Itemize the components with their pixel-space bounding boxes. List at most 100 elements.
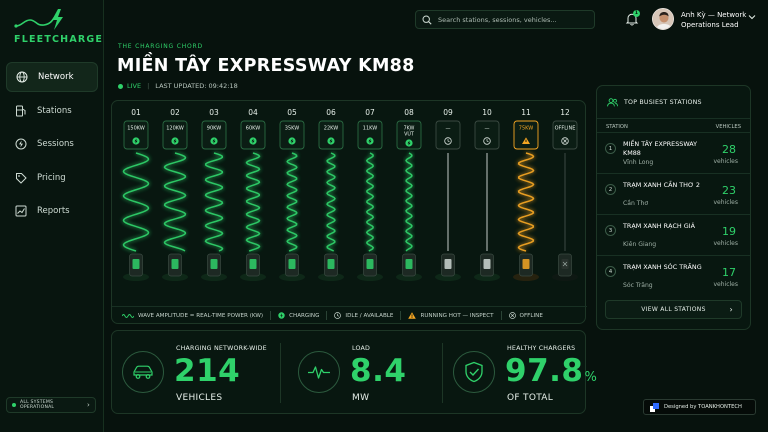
legend-wave-label: WAVE AMPLITUDE = REAL-TIME POWER (KW): [138, 312, 264, 319]
bell-icon[interactable]: [625, 12, 639, 26]
stat-vehicles: CHARGING NETWORK-WIDE 214 VEHICLES: [112, 331, 272, 415]
nav-item-label: Stations: [37, 105, 72, 116]
legend-wave: WAVE AMPLITUDE = REAL-TIME POWER (KW): [122, 313, 263, 319]
charging-bay-11[interactable]: 11 75KW: [513, 108, 539, 281]
busiest-header: TOP BUSIEST STATIONS: [607, 98, 702, 107]
charging-bay-05[interactable]: 05 35KW: [279, 108, 305, 281]
legend-idle-label: IDLE / AVAILABLE: [345, 312, 394, 319]
charging-bay-02[interactable]: 02 120KW: [162, 108, 188, 281]
brand-name: FLEETCHARGE: [14, 34, 104, 45]
page-title: MIỀN TÂY EXPRESSWAY KM88: [117, 56, 415, 76]
stat-number: 8.4: [350, 353, 407, 389]
bay-tag: [357, 120, 383, 150]
nav-item-label: Reports: [37, 206, 70, 216]
station-vehicle-unit: vehicles: [713, 158, 739, 165]
bay-number: 11: [521, 108, 531, 117]
system-status[interactable]: ALL SYSTEMS OPERATIONAL ›: [6, 397, 96, 413]
chevron-down-icon[interactable]: [748, 13, 756, 21]
legend-charging: CHARGING: [278, 312, 319, 319]
charging-bay-07[interactable]: 07 11KW: [357, 108, 383, 281]
charging-bay-01[interactable]: 01 150KW: [122, 108, 150, 281]
busiest-stations-panel: TOP BUSIEST STATIONS STATION VEHICLES 1 …: [596, 85, 751, 330]
bay-tag: [123, 120, 149, 150]
designer-credit: Designed by TOANKHONTECH: [643, 399, 756, 415]
nav-item-sessions[interactable]: Sessions: [6, 129, 98, 159]
tag-icon: [16, 172, 27, 184]
nav-item-reports[interactable]: Reports: [6, 196, 98, 226]
stat-healthy: HEALTHY CHARGERS 97.8% OF TOTAL: [443, 331, 597, 415]
power-wave: [286, 152, 298, 252]
charging-status-icon: [278, 312, 285, 319]
bay-label: 120KW: [166, 126, 184, 132]
nav-item-stations[interactable]: Stations: [6, 96, 98, 126]
live-dot-icon: [118, 83, 123, 89]
bay-label: 60KW: [246, 126, 260, 132]
bay-tag: [240, 120, 266, 150]
charging-bay-10[interactable]: 10 —: [474, 108, 500, 281]
stat-label: HEALTHY CHARGERS: [507, 345, 576, 352]
bay-label: 150KW: [127, 126, 145, 132]
station-vehicle-count: 17: [722, 266, 736, 279]
bay-label: 7KW: [404, 126, 415, 132]
clock-icon: [334, 312, 342, 319]
station-row[interactable]: 4 TRẠM XANH SÓC TRĂNG Sóc Trăng 17 vehic…: [597, 255, 750, 296]
legend-charging-label: CHARGING: [289, 312, 320, 319]
nav-item-label: Pricing: [37, 172, 66, 183]
avatar[interactable]: [652, 8, 674, 30]
station-row[interactable]: 3 TRẠM XANH RẠCH GIÁ Kiên Giang 19 vehic…: [597, 214, 750, 255]
offline-icon: [561, 137, 569, 145]
bay-number: 08: [404, 108, 414, 117]
search-box[interactable]: [415, 10, 595, 29]
users-icon: [607, 98, 618, 107]
offline-cross: [563, 139, 567, 143]
charging-bay-04[interactable]: 04 60KW: [240, 108, 266, 281]
charger-screen: [405, 259, 413, 269]
legend-offline: OFFLINE: [508, 312, 543, 319]
stat-icon-ring: [122, 351, 164, 393]
chevron-right-icon: ›: [729, 305, 733, 314]
bolt-glyph: [329, 138, 333, 144]
brand[interactable]: FLEETCHARGE: [14, 8, 104, 45]
bay-number: 05: [287, 108, 297, 117]
view-all-label: VIEW ALL STATIONS: [641, 306, 706, 313]
legend-divider: [400, 311, 402, 320]
power-wave: [326, 152, 336, 252]
charger-screen: [249, 259, 257, 269]
nav-item-network[interactable]: Network: [6, 62, 98, 92]
bay-tag: [435, 120, 461, 150]
bay-tag: [396, 120, 422, 150]
bay-tag: [279, 120, 305, 150]
sidebar: FLEETCHARGE Network Stations Sessions Pr…: [0, 0, 104, 432]
station-row[interactable]: 2 TRẠM XANH CẦN THƠ 2 Cần Thơ 23 vehicle…: [597, 173, 750, 214]
station-row[interactable]: 1 MIỀN TÂY EXPRESSWAY KM88 Vĩnh Long 28 …: [597, 132, 750, 173]
legend: WAVE AMPLITUDE = REAL-TIME POWER (KW) CH…: [112, 306, 587, 324]
power-wave: [204, 152, 224, 252]
station-name: TRẠM XANH SÓC TRĂNG: [623, 263, 702, 271]
search-input[interactable]: [438, 15, 588, 24]
charging-bay-03[interactable]: 03 90KW: [201, 108, 227, 281]
stat-number: 214: [174, 353, 241, 389]
nav-item-pricing[interactable]: Pricing: [6, 163, 98, 193]
charger-screen: [522, 259, 530, 269]
offline-icon: [508, 312, 516, 319]
view-all-stations-button[interactable]: VIEW ALL STATIONS ›: [605, 300, 742, 319]
summary-stats-panel: CHARGING NETWORK-WIDE 214 VEHICLES LOAD …: [111, 330, 597, 415]
stat-icon-ring: [298, 351, 340, 393]
stat-unit: OF TOTAL: [507, 393, 554, 403]
charging-bay-06[interactable]: 06 22KW: [318, 108, 344, 281]
bolt-glyph: [290, 138, 294, 144]
last-updated: LAST UPDATED: 09:42:18: [155, 82, 238, 90]
bay-label: VÚT: [404, 131, 414, 138]
charging-bay-12[interactable]: 12 OFFLINE: [552, 108, 578, 281]
bay-tag: [318, 120, 344, 150]
user-name[interactable]: Anh Kỳ — Network: [681, 11, 747, 19]
bolt-glyph: [212, 138, 216, 144]
search-icon: [422, 14, 432, 25]
station-name: TRẠM XANH CẦN THƠ 2: [623, 181, 700, 189]
column-station: STATION: [606, 124, 628, 130]
charging-bay-09[interactable]: 09 —: [435, 108, 461, 281]
user-avatar-icon: [653, 9, 673, 29]
wave-icon: [122, 313, 134, 318]
legend-idle: IDLE / AVAILABLE: [334, 312, 393, 319]
